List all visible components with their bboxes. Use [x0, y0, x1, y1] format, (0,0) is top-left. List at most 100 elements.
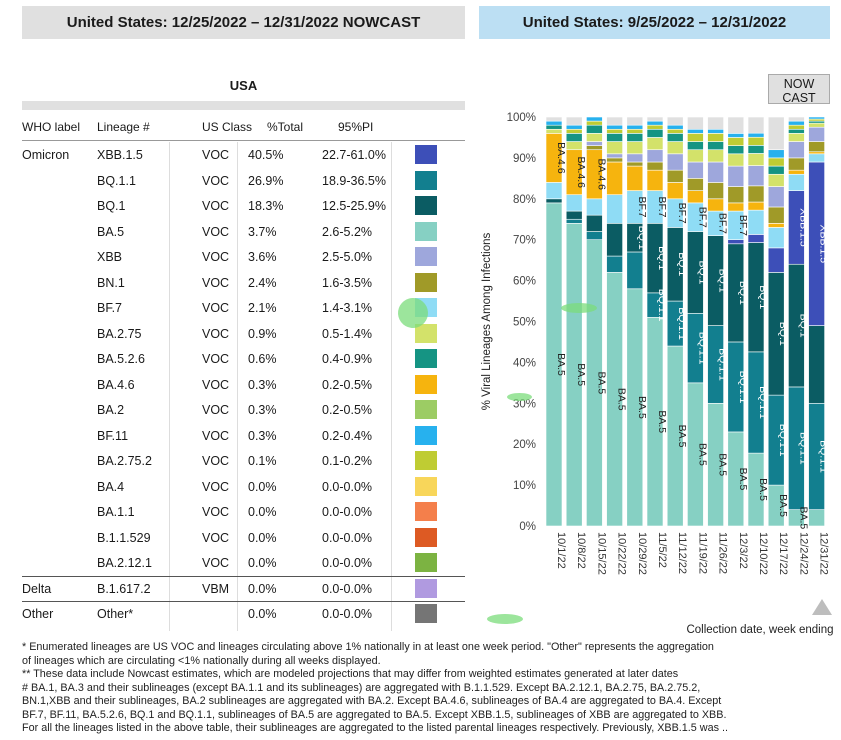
highlight-mark: [507, 393, 532, 401]
bar-segment: [707, 128, 724, 134]
bar-data-label: XBB.1.5: [818, 225, 830, 264]
bar-segment: [646, 169, 664, 191]
table-row: BQ.1.1 VOC 26.9% 18.9-36.5%: [22, 168, 465, 194]
x-tick-label: 12/3/22: [737, 532, 749, 569]
bar-segment: [666, 124, 684, 130]
bar-data-label: BF.7: [696, 207, 708, 228]
x-tick-label: 11/26/22: [717, 532, 729, 574]
table-col-divider: [237, 142, 238, 631]
bar-data-label: BQ.1: [636, 226, 648, 250]
footnote-line: For all the lineages listed in the above…: [22, 722, 729, 734]
bar-segment: [767, 227, 785, 249]
bar-data-label: BQ.1: [757, 285, 769, 309]
lineage-name: BA.4: [97, 479, 125, 494]
percent-total: 0.0%: [248, 505, 277, 519]
bar-segment: [788, 124, 805, 130]
bar-segment: [707, 149, 724, 163]
group-divider: [22, 601, 465, 602]
bar-data-label: BA.5: [676, 425, 688, 448]
color-swatch: [415, 272, 437, 292]
table-row: BQ.1 VOC 18.3% 12.5-25.9%: [22, 193, 465, 219]
bar-segment: [606, 161, 623, 196]
prediction-interval: 0.0-0.0%: [322, 581, 373, 596]
percent-total: 40.5%: [248, 148, 284, 162]
bar-data-label: XBB.1.5: [797, 208, 809, 247]
bar-segment: [586, 116, 603, 122]
bar-segment: [646, 128, 664, 138]
x-tick-label: 10/1/22: [555, 532, 567, 569]
bar-segment: [727, 202, 745, 212]
percent-total: 0.3%: [248, 403, 277, 417]
bar-data-label: BQ.1: [696, 260, 708, 284]
bar-segment: [565, 116, 583, 126]
bar-segment: [565, 133, 583, 142]
bar-segment: [606, 124, 623, 130]
prediction-interval: 0.0-0.0%: [322, 479, 373, 494]
footnote-line: * Enumerated lineages are US VOC and lin…: [22, 641, 714, 653]
bar-segment: [545, 182, 563, 200]
bar-segment: [687, 190, 704, 204]
bar-segment: [565, 128, 583, 134]
lineage-table: Omicron XBB.1.5 VOC 40.5% 22.7-61.0% BQ.1.1 VO…: [22, 142, 465, 627]
bar-segment: [767, 149, 785, 159]
table-row: BA.4 VOC 0.0% 0.0-0.0%: [22, 474, 465, 500]
bar-data-label: BQ.1: [676, 252, 688, 276]
col-who: WHO label: [22, 120, 81, 134]
x-tick-label: 10/29/22: [636, 532, 648, 575]
bar-data-label: BF.7: [717, 213, 729, 234]
bar-segment: [727, 145, 745, 155]
bar-data-label: BQ.1: [777, 322, 789, 346]
table-row: BA.2 VOC 0.3% 0.2-0.5%: [22, 397, 465, 423]
us-class: VOC: [202, 454, 230, 468]
bar-segment: [767, 206, 785, 224]
bar-segment: [545, 120, 563, 126]
percent-total: 3.6%: [248, 250, 277, 264]
bar-segment: [767, 186, 785, 208]
bar-data-label: BA.4.6: [555, 142, 567, 174]
who-label: Omicron: [22, 148, 70, 162]
x-tick-label: 12/10/22: [757, 532, 769, 575]
bar-segment: [727, 116, 745, 134]
prediction-interval: 0.4-0.9%: [322, 352, 373, 366]
bar-segment: [707, 198, 724, 212]
bar-segment: [565, 210, 583, 220]
highlight-mark: [561, 303, 597, 313]
bar-data-label: BA.5: [717, 453, 729, 476]
footnote-line: of lineages which are circulating <1% na…: [22, 654, 381, 667]
bar-segment: [727, 239, 745, 245]
color-swatch: [415, 349, 437, 368]
bar-segment: [666, 182, 684, 200]
bar-data-label: BA.4.6: [595, 158, 607, 190]
bar-data-label: BF.7: [656, 196, 668, 217]
bar-segment: [767, 223, 785, 228]
bar-segment: [687, 149, 704, 163]
region-title: USA: [229, 78, 258, 93]
table-col-divider: [169, 142, 170, 631]
bar-segment: [646, 161, 664, 171]
prediction-interval: 0.0-0.0%: [322, 530, 373, 545]
bar-segment: [606, 223, 623, 257]
table-row: BA.2.75.2 VOC 0.1% 0.1-0.2%: [22, 448, 465, 474]
color-swatch: [415, 323, 437, 343]
bar-segment: [626, 124, 644, 130]
bar-segment: [586, 198, 603, 216]
x-tick-label: 11/5/22: [656, 532, 668, 568]
color-swatch: [415, 170, 437, 190]
lineage-name: BQ.1: [97, 199, 126, 213]
bar-segment: [747, 132, 765, 138]
bar-segment: [626, 133, 644, 142]
table-row: Delta B.1.617.2 VBM 0.0% 0.0-0.0%: [22, 576, 465, 602]
y-tick-label: 0%: [519, 521, 536, 533]
prediction-interval: 2.5-5.0%: [322, 250, 373, 264]
footnote-line: ** These data include Nowcast estimates,…: [22, 668, 679, 680]
bar-segment: [707, 133, 724, 142]
bar-segment: [586, 124, 603, 134]
lineage-name: XBB.1.5: [97, 148, 143, 162]
bar-segment: [707, 116, 724, 130]
table-row: BA.2.75 VOC 0.9% 0.5-1.4%: [22, 321, 465, 347]
bar-segment: [707, 182, 724, 200]
lineage-name: B.1.1.529: [97, 530, 151, 545]
bar-segment: [788, 173, 805, 191]
bar-segment: [626, 153, 644, 163]
lineage-name: BA.1.1: [97, 505, 135, 519]
